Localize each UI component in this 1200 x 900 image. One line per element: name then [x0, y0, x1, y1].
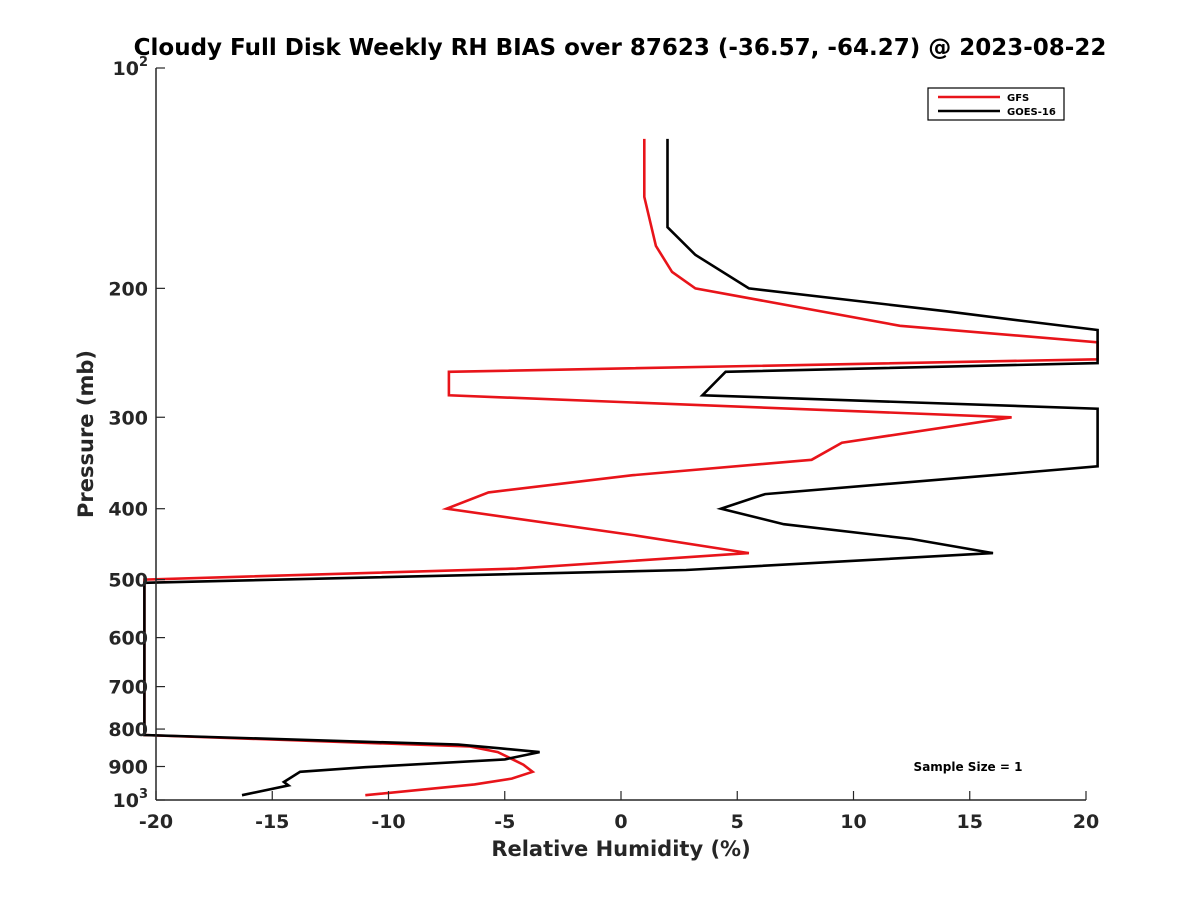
series-line-goes16 [143, 138, 1099, 797]
y-tick-label: 500 [108, 570, 148, 592]
legend: GFS GOES-16 [927, 87, 1065, 121]
x-tick-label: -10 [371, 811, 405, 833]
plot-lines [143, 138, 1099, 797]
x-tick-label: 10 [840, 811, 866, 833]
x-tick-label: 0 [614, 811, 627, 833]
sample-size-annotation: Sample Size = 1 [914, 760, 1023, 774]
chart-title: Cloudy Full Disk Weekly RH BIAS over 876… [134, 35, 1107, 61]
x-axis-label: Relative Humidity (%) [491, 837, 750, 861]
y-tick-label: 800 [108, 719, 148, 741]
y-tick-label: 600 [108, 628, 148, 650]
y-tick-label: 300 [108, 407, 148, 429]
series-line-gfs [143, 138, 1099, 797]
legend-label-goes16: GOES-16 [1007, 107, 1056, 118]
y-tick-label: 400 [108, 499, 148, 521]
x-tick-label: 15 [957, 811, 983, 833]
y-axis-label: Pressure (mb) [74, 350, 98, 518]
x-tick-label: -5 [494, 811, 515, 833]
y-tick-label: 200 [108, 278, 148, 300]
x-tick-label: 20 [1073, 811, 1099, 833]
axes [155, 68, 1086, 801]
x-tick-label: -20 [139, 811, 173, 833]
x-ticks: -20 -15 -10 -5 0 5 10 15 20 [139, 791, 1099, 833]
y-tick-label: 103 [113, 787, 149, 812]
y-tick-label: 700 [108, 677, 148, 699]
x-tick-label: 5 [731, 811, 744, 833]
y-tick-label: 900 [108, 757, 148, 779]
legend-box [927, 87, 1065, 121]
legend-label-gfs: GFS [1007, 93, 1029, 104]
x-tick-label: -15 [255, 811, 289, 833]
y-ticks: 102 200 300 400 500 600 700 800 900 103 [108, 55, 165, 812]
y-tick-label: 102 [113, 55, 149, 80]
